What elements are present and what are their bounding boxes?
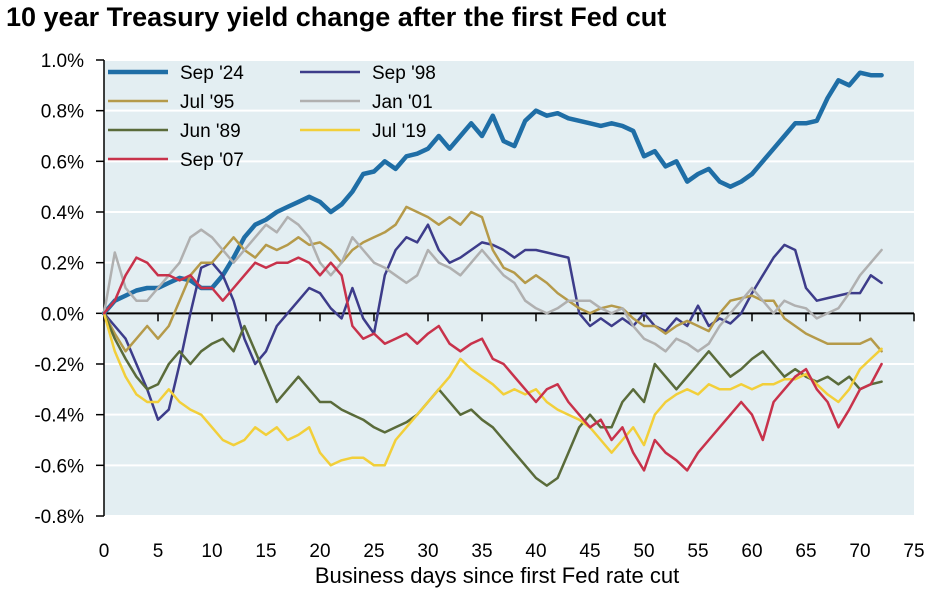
legend-label-0: Sep '24: [180, 63, 244, 84]
axes: -0.8% -0.6% -0.4% -0.2% 0.0% 0.2% 0.4% 0.6% 0.8%…: [34, 51, 924, 562]
chart-title: 10 year Treasury yield change after the …: [6, 2, 667, 32]
series-line-4: [102, 312, 883, 487]
y-tick-label: 0.4%: [41, 203, 84, 224]
x-tick-label: 60: [741, 541, 762, 562]
series-line-6: [102, 256, 883, 472]
plot-background: [104, 60, 914, 516]
x-tick-label: 40: [525, 541, 546, 562]
x-tick-label: 15: [255, 541, 276, 562]
y-tick-label: 0.0%: [41, 304, 84, 325]
x-axis-label: Business days since first Fed rate cut: [314, 563, 680, 588]
legend: Sep '24 Sep '98 Jul '95 Jan '01 Jun '89 Jul '…: [108, 63, 436, 171]
legend-label-5: Jul '19: [372, 121, 426, 142]
y-tick-label: -0.4%: [34, 406, 84, 427]
series-line-0: [101, 70, 884, 316]
x-tick-label: 25: [363, 541, 384, 562]
x-tick-label: 0: [99, 541, 110, 562]
legend-label-4: Jun '89: [180, 121, 241, 142]
x-tick-label: 30: [417, 541, 438, 562]
series-line-3: [102, 215, 883, 353]
x-tick-label: 75: [903, 541, 924, 562]
legend-label-1: Sep '98: [372, 63, 436, 84]
x-tick-label: 5: [153, 541, 164, 562]
y-tick-label: -0.2%: [34, 355, 84, 376]
y-tick-label: 0.6%: [41, 152, 84, 173]
series-line-1: [102, 223, 883, 421]
y-tick-label: 0.2%: [41, 254, 84, 275]
x-tick-label: 50: [633, 541, 654, 562]
x-tick-label: 70: [849, 541, 870, 562]
x-tick-label: 35: [471, 541, 492, 562]
x-tick-label: 55: [687, 541, 708, 562]
series-lines: [101, 70, 884, 487]
x-tick-label: 20: [309, 541, 330, 562]
x-tick-label: 45: [579, 541, 600, 562]
x-tick-label: 10: [201, 541, 222, 562]
y-tick-label: -0.8%: [34, 507, 84, 528]
legend-label-6: Sep '07: [180, 150, 244, 171]
legend-label-2: Jul '95: [180, 92, 234, 113]
y-tick-label: 1.0%: [41, 51, 84, 72]
legend-label-3: Jan '01: [372, 92, 433, 113]
series-line-5: [102, 312, 883, 467]
y-tick-label: -0.6%: [34, 456, 84, 477]
y-tick-label: 0.8%: [41, 102, 84, 123]
series-line-2: [102, 205, 883, 353]
x-tick-label: 65: [795, 541, 816, 562]
